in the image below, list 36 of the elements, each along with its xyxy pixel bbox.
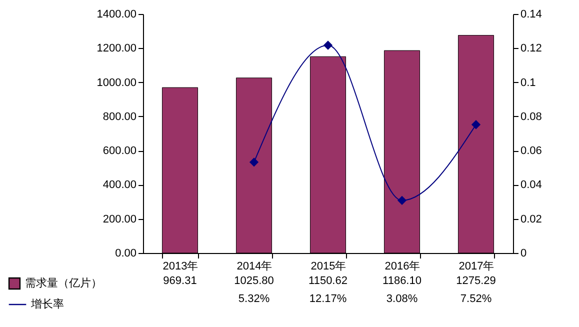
x-tick-label: 2015年: [310, 260, 346, 272]
data-label: 5.32%: [238, 293, 270, 305]
y-tick-label: 0.00: [115, 248, 136, 260]
y2-tick-label: 0.08: [520, 110, 542, 123]
data-label: 969.31: [163, 275, 197, 287]
point: [250, 158, 258, 166]
x-tick-label: 2016年: [384, 260, 420, 272]
data-label: 7.52%: [460, 293, 492, 305]
y-tick-label: 400.00: [102, 179, 136, 192]
x-tick-label: 2014年: [236, 260, 272, 272]
data-label: 1025.80: [234, 275, 274, 287]
data-label: 1186.10: [382, 275, 422, 287]
point: [472, 120, 480, 129]
y-tick-label: 1000.00: [96, 76, 136, 89]
data-label: 1275.29: [456, 275, 496, 287]
y2-tick-label: 0.12: [520, 42, 542, 55]
y2-tick-label: 0.06: [520, 145, 542, 158]
x-tick-label: 2017年: [458, 260, 494, 272]
point: [324, 41, 332, 50]
y2-tick-label: 0.14: [520, 8, 542, 20]
legend-label: 需求量（亿片）: [25, 276, 102, 290]
y-tick-label: 1200.00: [96, 42, 136, 55]
y2-tick-label: 0.04: [520, 179, 542, 192]
y-tick-label: 800.00: [102, 110, 136, 123]
data-label: 12.17%: [309, 293, 347, 305]
y-tick-label: 600.00: [102, 145, 136, 158]
y-tick-label: 200.00: [102, 213, 136, 226]
data-label: 3.08%: [386, 293, 418, 305]
y-tick-label: 1400.00: [96, 8, 136, 20]
point: [398, 196, 406, 205]
y2-tick-label: 0: [520, 248, 527, 260]
data-label: 1150.62: [308, 275, 348, 287]
x-tick-label: 2013年: [162, 260, 198, 272]
y2-tick-label: 0.02: [520, 213, 542, 226]
legend-label: 增长率: [30, 298, 64, 310]
y2-tick-label: 0.1: [520, 76, 536, 89]
